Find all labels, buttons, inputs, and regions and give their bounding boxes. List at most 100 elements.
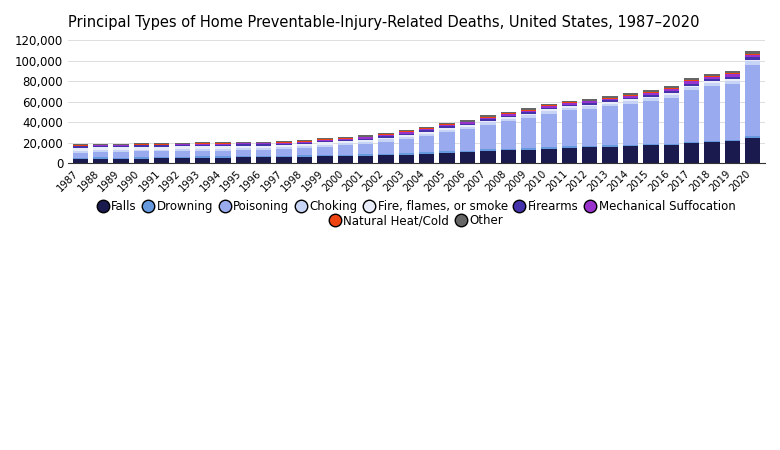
Bar (195, 151, 211, 157)
Bar (704, 142, 720, 163)
Bar (93, 147, 108, 150)
Bar (644, 99, 658, 101)
Bar (745, 61, 760, 64)
Bar (480, 125, 495, 149)
Bar (541, 148, 557, 163)
Bar (745, 64, 760, 136)
Bar (399, 130, 414, 131)
Bar (501, 113, 516, 114)
Bar (317, 142, 332, 144)
Bar (664, 89, 679, 91)
Bar (175, 143, 190, 144)
Bar (582, 99, 597, 100)
Bar (378, 154, 394, 155)
Bar (644, 92, 658, 93)
Bar (541, 147, 557, 148)
Bar (541, 106, 557, 108)
Bar (644, 97, 658, 99)
Bar (602, 99, 618, 100)
Bar (154, 144, 169, 145)
Bar (480, 117, 495, 118)
Bar (338, 137, 353, 138)
Bar (215, 142, 231, 143)
Bar (73, 159, 88, 163)
Bar (419, 136, 434, 152)
Bar (725, 79, 740, 81)
Bar (358, 140, 374, 142)
Bar (439, 124, 455, 125)
Bar (562, 104, 577, 106)
Bar (297, 142, 312, 143)
Bar (745, 51, 760, 54)
Bar (276, 149, 292, 156)
Bar (134, 158, 149, 163)
Bar (215, 148, 231, 150)
Bar (501, 119, 516, 121)
Bar (276, 144, 292, 145)
Bar (256, 158, 271, 163)
Bar (562, 103, 577, 104)
Bar (582, 100, 597, 101)
Bar (399, 137, 414, 139)
Bar (113, 150, 129, 152)
Bar (582, 147, 597, 163)
Bar (358, 139, 374, 140)
Bar (623, 94, 638, 95)
Bar (725, 141, 740, 163)
Bar (541, 109, 557, 111)
Bar (582, 146, 597, 147)
Bar (684, 80, 700, 81)
Bar (175, 151, 190, 157)
Bar (236, 146, 251, 148)
Bar (480, 122, 495, 125)
Bar (644, 101, 658, 144)
Bar (276, 145, 292, 148)
Bar (623, 98, 638, 99)
Bar (745, 136, 760, 138)
Bar (664, 94, 679, 98)
Bar (215, 143, 231, 144)
Bar (215, 146, 231, 148)
Bar (745, 59, 760, 61)
Bar (195, 144, 211, 145)
Bar (602, 106, 618, 145)
Bar (195, 158, 211, 163)
Bar (460, 124, 475, 125)
Bar (215, 145, 231, 146)
Bar (521, 148, 537, 149)
Bar (704, 77, 720, 79)
Bar (358, 142, 374, 144)
Bar (501, 117, 516, 119)
Bar (297, 146, 312, 148)
Bar (439, 122, 455, 124)
Bar (399, 131, 414, 132)
Bar (297, 144, 312, 146)
Bar (276, 157, 292, 163)
Bar (378, 155, 394, 163)
Bar (419, 129, 434, 130)
Bar (602, 102, 618, 104)
Bar (664, 98, 679, 144)
Bar (93, 145, 108, 146)
Bar (113, 145, 129, 146)
Bar (93, 158, 108, 159)
Bar (276, 148, 292, 149)
Bar (236, 148, 251, 150)
Bar (419, 154, 434, 163)
Bar (73, 148, 88, 151)
Bar (338, 144, 353, 145)
Bar (358, 144, 374, 154)
Bar (725, 84, 740, 140)
Bar (644, 145, 658, 163)
Bar (297, 148, 312, 155)
Bar (480, 121, 495, 122)
Bar (541, 104, 557, 105)
Bar (276, 143, 292, 144)
Bar (399, 155, 414, 163)
Bar (602, 104, 618, 106)
Bar (113, 147, 129, 150)
Bar (297, 155, 312, 157)
Bar (195, 149, 211, 151)
Bar (399, 153, 414, 155)
Bar (175, 144, 190, 145)
